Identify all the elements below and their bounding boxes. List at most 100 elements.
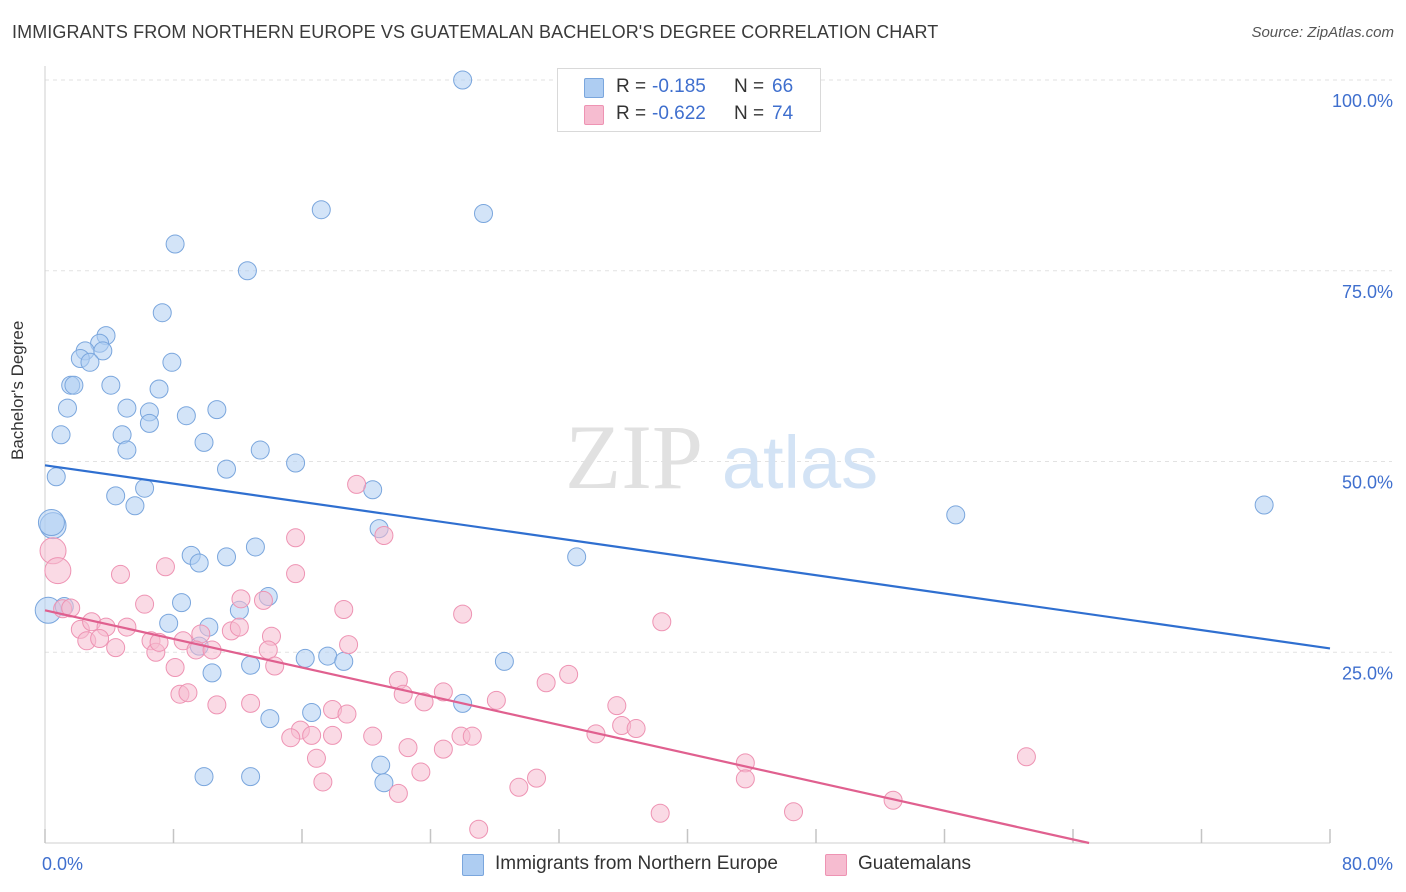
- point-guatemalans: [286, 564, 306, 584]
- legend-stats-row-blue: R = -0.185 N = 66: [558, 73, 820, 101]
- point-guatemalans: [110, 564, 130, 584]
- point-guatemalans: [650, 803, 670, 823]
- point-guatemalans: [784, 802, 804, 822]
- trend-line-guatemalans: [44, 609, 1090, 845]
- point-guatemalans: [207, 695, 227, 715]
- point-immigrants: [217, 547, 237, 567]
- point-immigrants: [135, 478, 155, 498]
- point-immigrants: [241, 767, 261, 787]
- point-immigrants: [946, 505, 966, 525]
- point-guatemalans: [536, 673, 556, 693]
- point-immigrants: [46, 467, 66, 487]
- trend-line-immigrants: [44, 464, 1331, 650]
- point-immigrants: [64, 375, 84, 395]
- point-guatemalans: [281, 728, 301, 748]
- point-guatemalans: [229, 617, 249, 637]
- point-immigrants: [202, 663, 222, 683]
- point-immigrants: [453, 70, 473, 90]
- point-immigrants: [311, 200, 331, 220]
- point-guatemalans: [735, 769, 755, 789]
- point-guatemalans: [411, 762, 431, 782]
- point-guatemalans: [509, 777, 529, 797]
- point-guatemalans: [486, 690, 506, 710]
- point-guatemalans: [323, 725, 343, 745]
- point-guatemalans: [469, 819, 489, 839]
- point-guatemalans: [462, 726, 482, 746]
- point-immigrants: [302, 703, 322, 723]
- point-immigrants: [172, 593, 192, 613]
- point-immigrants: [152, 303, 172, 323]
- point-guatemalans: [374, 526, 394, 546]
- point-immigrants: [371, 755, 391, 775]
- legend-r-label: R =: [616, 76, 647, 97]
- point-guatemalans: [347, 474, 367, 494]
- point-guatemalans: [258, 640, 278, 660]
- point-immigrants: [567, 547, 587, 567]
- point-guatemalans: [165, 658, 185, 678]
- legend-swatch-pink: [825, 854, 847, 876]
- watermark: ZIP atlas: [565, 406, 878, 508]
- point-guatemalans: [398, 738, 418, 758]
- point-immigrants: [318, 646, 338, 666]
- tick-labels: 25.0% 50.0% 75.0% 100.0% 0.0% 80.0%: [42, 91, 1393, 874]
- watermark-zip: ZIP: [565, 406, 703, 508]
- point-immigrants: [260, 709, 280, 729]
- point-guatemalans: [337, 704, 357, 724]
- point-guatemalans: [626, 719, 646, 739]
- legend-label: Immigrants from Northern Europe: [495, 853, 778, 874]
- y-tick-label: 100.0%: [1332, 91, 1393, 111]
- point-guatemalans: [313, 772, 333, 792]
- point-immigrants: [194, 767, 214, 787]
- y-tick-label: 25.0%: [1342, 663, 1393, 683]
- legend-swatch-blue: [462, 854, 484, 876]
- point-guatemalans: [44, 557, 72, 585]
- trend-lines: [44, 464, 1331, 845]
- point-guatemalans: [253, 590, 273, 610]
- legend-swatch-blue: [584, 78, 604, 98]
- series-guatemalans-points: [39, 474, 1036, 839]
- legend-n-label: N =: [734, 103, 765, 124]
- point-guatemalans: [652, 612, 672, 632]
- y-tick-label: 50.0%: [1342, 473, 1393, 493]
- legend-n-value: 74: [772, 103, 794, 124]
- point-immigrants: [334, 651, 354, 671]
- point-immigrants: [245, 537, 265, 557]
- point-immigrants: [194, 432, 214, 452]
- point-guatemalans: [191, 624, 211, 644]
- point-guatemalans: [414, 692, 434, 712]
- legend-r-label: R =: [616, 103, 647, 124]
- legend-n-label: N =: [734, 76, 765, 97]
- point-guatemalans: [433, 739, 453, 759]
- point-guatemalans: [135, 594, 155, 614]
- point-immigrants: [189, 553, 209, 573]
- watermark-atlas: atlas: [722, 421, 878, 504]
- legend-series: Immigrants from Northern Europe Guatemal…: [0, 852, 1406, 878]
- point-guatemalans: [433, 682, 453, 702]
- point-immigrants: [374, 773, 394, 793]
- point-immigrants: [106, 486, 126, 506]
- point-guatemalans: [607, 696, 627, 716]
- point-immigrants: [237, 261, 257, 281]
- point-immigrants: [250, 440, 270, 460]
- point-guatemalans: [559, 664, 579, 684]
- point-immigrants: [93, 341, 113, 361]
- source-label: Source: ZipAtlas.com: [1251, 24, 1394, 41]
- point-immigrants: [139, 413, 159, 433]
- point-immigrants: [117, 398, 137, 418]
- point-immigrants: [207, 400, 227, 420]
- point-guatemalans: [339, 635, 359, 655]
- legend-r-value: -0.622: [652, 103, 706, 124]
- point-immigrants: [162, 352, 182, 372]
- point-guatemalans: [241, 693, 261, 713]
- point-immigrants: [217, 459, 237, 479]
- point-guatemalans: [735, 753, 755, 773]
- point-immigrants: [57, 398, 77, 418]
- legend-label: Guatemalans: [858, 853, 972, 874]
- point-guatemalans: [302, 725, 322, 745]
- y-axis-label: Bachelor's Degree: [8, 320, 27, 460]
- point-guatemalans: [90, 629, 110, 649]
- point-immigrants: [80, 352, 100, 372]
- point-immigrants: [363, 480, 383, 500]
- point-guatemalans: [286, 528, 306, 548]
